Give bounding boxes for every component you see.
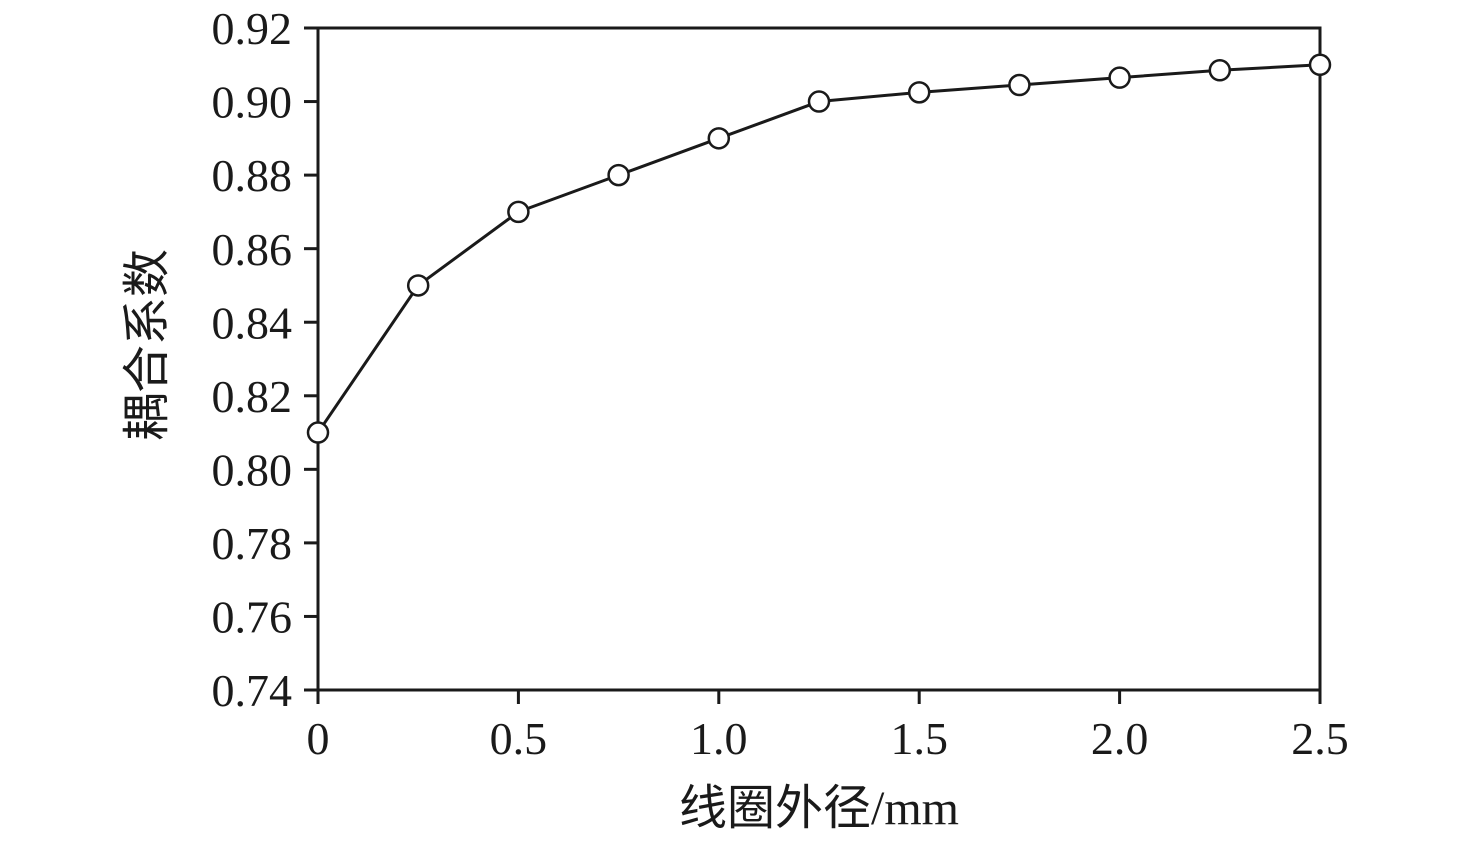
x-tick-label: 0.5 [490, 713, 548, 764]
y-tick-label: 0.86 [212, 224, 293, 275]
x-tick-label: 0 [307, 713, 330, 764]
y-tick-label: 0.78 [212, 518, 293, 569]
data-point-marker [607, 163, 630, 187]
data-point-marker [507, 200, 530, 224]
x-tick-label: 1.5 [890, 713, 948, 764]
y-tick-label: 0.92 [212, 3, 293, 54]
data-point-marker [807, 90, 831, 113]
data-point-marker [1108, 66, 1131, 89]
y-tick-label: 0.84 [212, 297, 293, 348]
data-point-marker [1308, 53, 1332, 77]
plot-border [316, 26, 1322, 692]
y-axis-label: 耦合系数 [121, 248, 174, 442]
x-tick-label: 2.0 [1091, 713, 1149, 764]
data-point-marker [907, 81, 931, 104]
data-point-marker [707, 127, 731, 150]
y-tick-label: 0.88 [212, 150, 293, 201]
x-axis-label: 线圈外径/mm [678, 782, 959, 835]
data-point-marker [406, 274, 430, 297]
data-point-marker [1008, 73, 1031, 97]
data-line [316, 63, 1322, 435]
y-tick-label: 0.74 [212, 665, 293, 716]
x-tick-label: 2.5 [1291, 713, 1349, 764]
y-tick-label: 0.90 [212, 77, 293, 128]
y-tick-label: 0.80 [212, 444, 293, 495]
y-tick-label: 0.82 [212, 371, 293, 422]
data-point-marker [1208, 59, 1232, 82]
y-tick-label: 0.76 [212, 592, 293, 643]
x-tick-label: 1.0 [690, 713, 748, 764]
data-point-marker [306, 421, 330, 444]
